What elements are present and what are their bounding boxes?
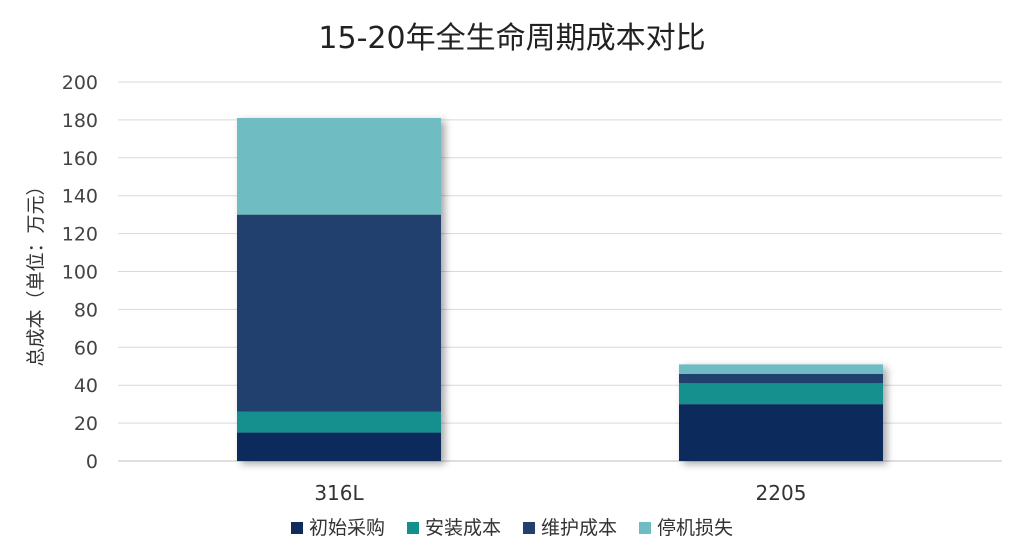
y-tick-label: 160 (62, 148, 98, 170)
legend-label: 初始采购 (309, 517, 385, 539)
bar-segment (237, 432, 441, 461)
y-axis-label: 总成本（单位：万元） (25, 176, 47, 366)
y-tick-label: 80 (74, 299, 98, 321)
y-axis-ticks: 0 20 40 60 80 100 120 140 160 180 200 (62, 72, 98, 473)
legend-swatch (291, 522, 303, 534)
y-tick-label: 60 (74, 337, 98, 359)
bar-segment (679, 373, 883, 384)
y-tick-label: 140 (62, 186, 98, 208)
bars (237, 118, 883, 461)
legend-swatch (639, 522, 651, 534)
bar-segment (679, 383, 883, 405)
legend-label: 维护成本 (541, 517, 617, 539)
y-tick-label: 120 (62, 224, 98, 246)
y-tick-label: 200 (62, 72, 98, 94)
y-tick-label: 100 (62, 262, 98, 284)
x-tick-label: 2205 (756, 481, 807, 505)
legend-swatch (407, 522, 419, 534)
chart-title: 15-20年全生命周期成本对比 (318, 21, 705, 56)
legend-swatch (523, 522, 535, 534)
legend-label: 停机损失 (657, 517, 733, 539)
y-tick-label: 40 (74, 375, 98, 397)
legend-label: 安装成本 (425, 517, 501, 539)
bar-segment (237, 214, 441, 412)
y-tick-label: 180 (62, 110, 98, 132)
x-axis-ticks: 316L 2205 (314, 481, 806, 505)
bar-stack-316L (237, 118, 441, 461)
bar-segment (679, 364, 883, 374)
y-tick-label: 0 (86, 451, 98, 473)
x-tick-label: 316L (314, 481, 364, 505)
legend: 初始采购 安装成本 维护成本 停机损失 (291, 517, 733, 539)
bar-segment (237, 118, 441, 215)
bar-stack-2205 (679, 364, 883, 461)
bar-segment (237, 411, 441, 433)
y-tick-label: 20 (74, 413, 98, 435)
bar-segment (679, 404, 883, 461)
